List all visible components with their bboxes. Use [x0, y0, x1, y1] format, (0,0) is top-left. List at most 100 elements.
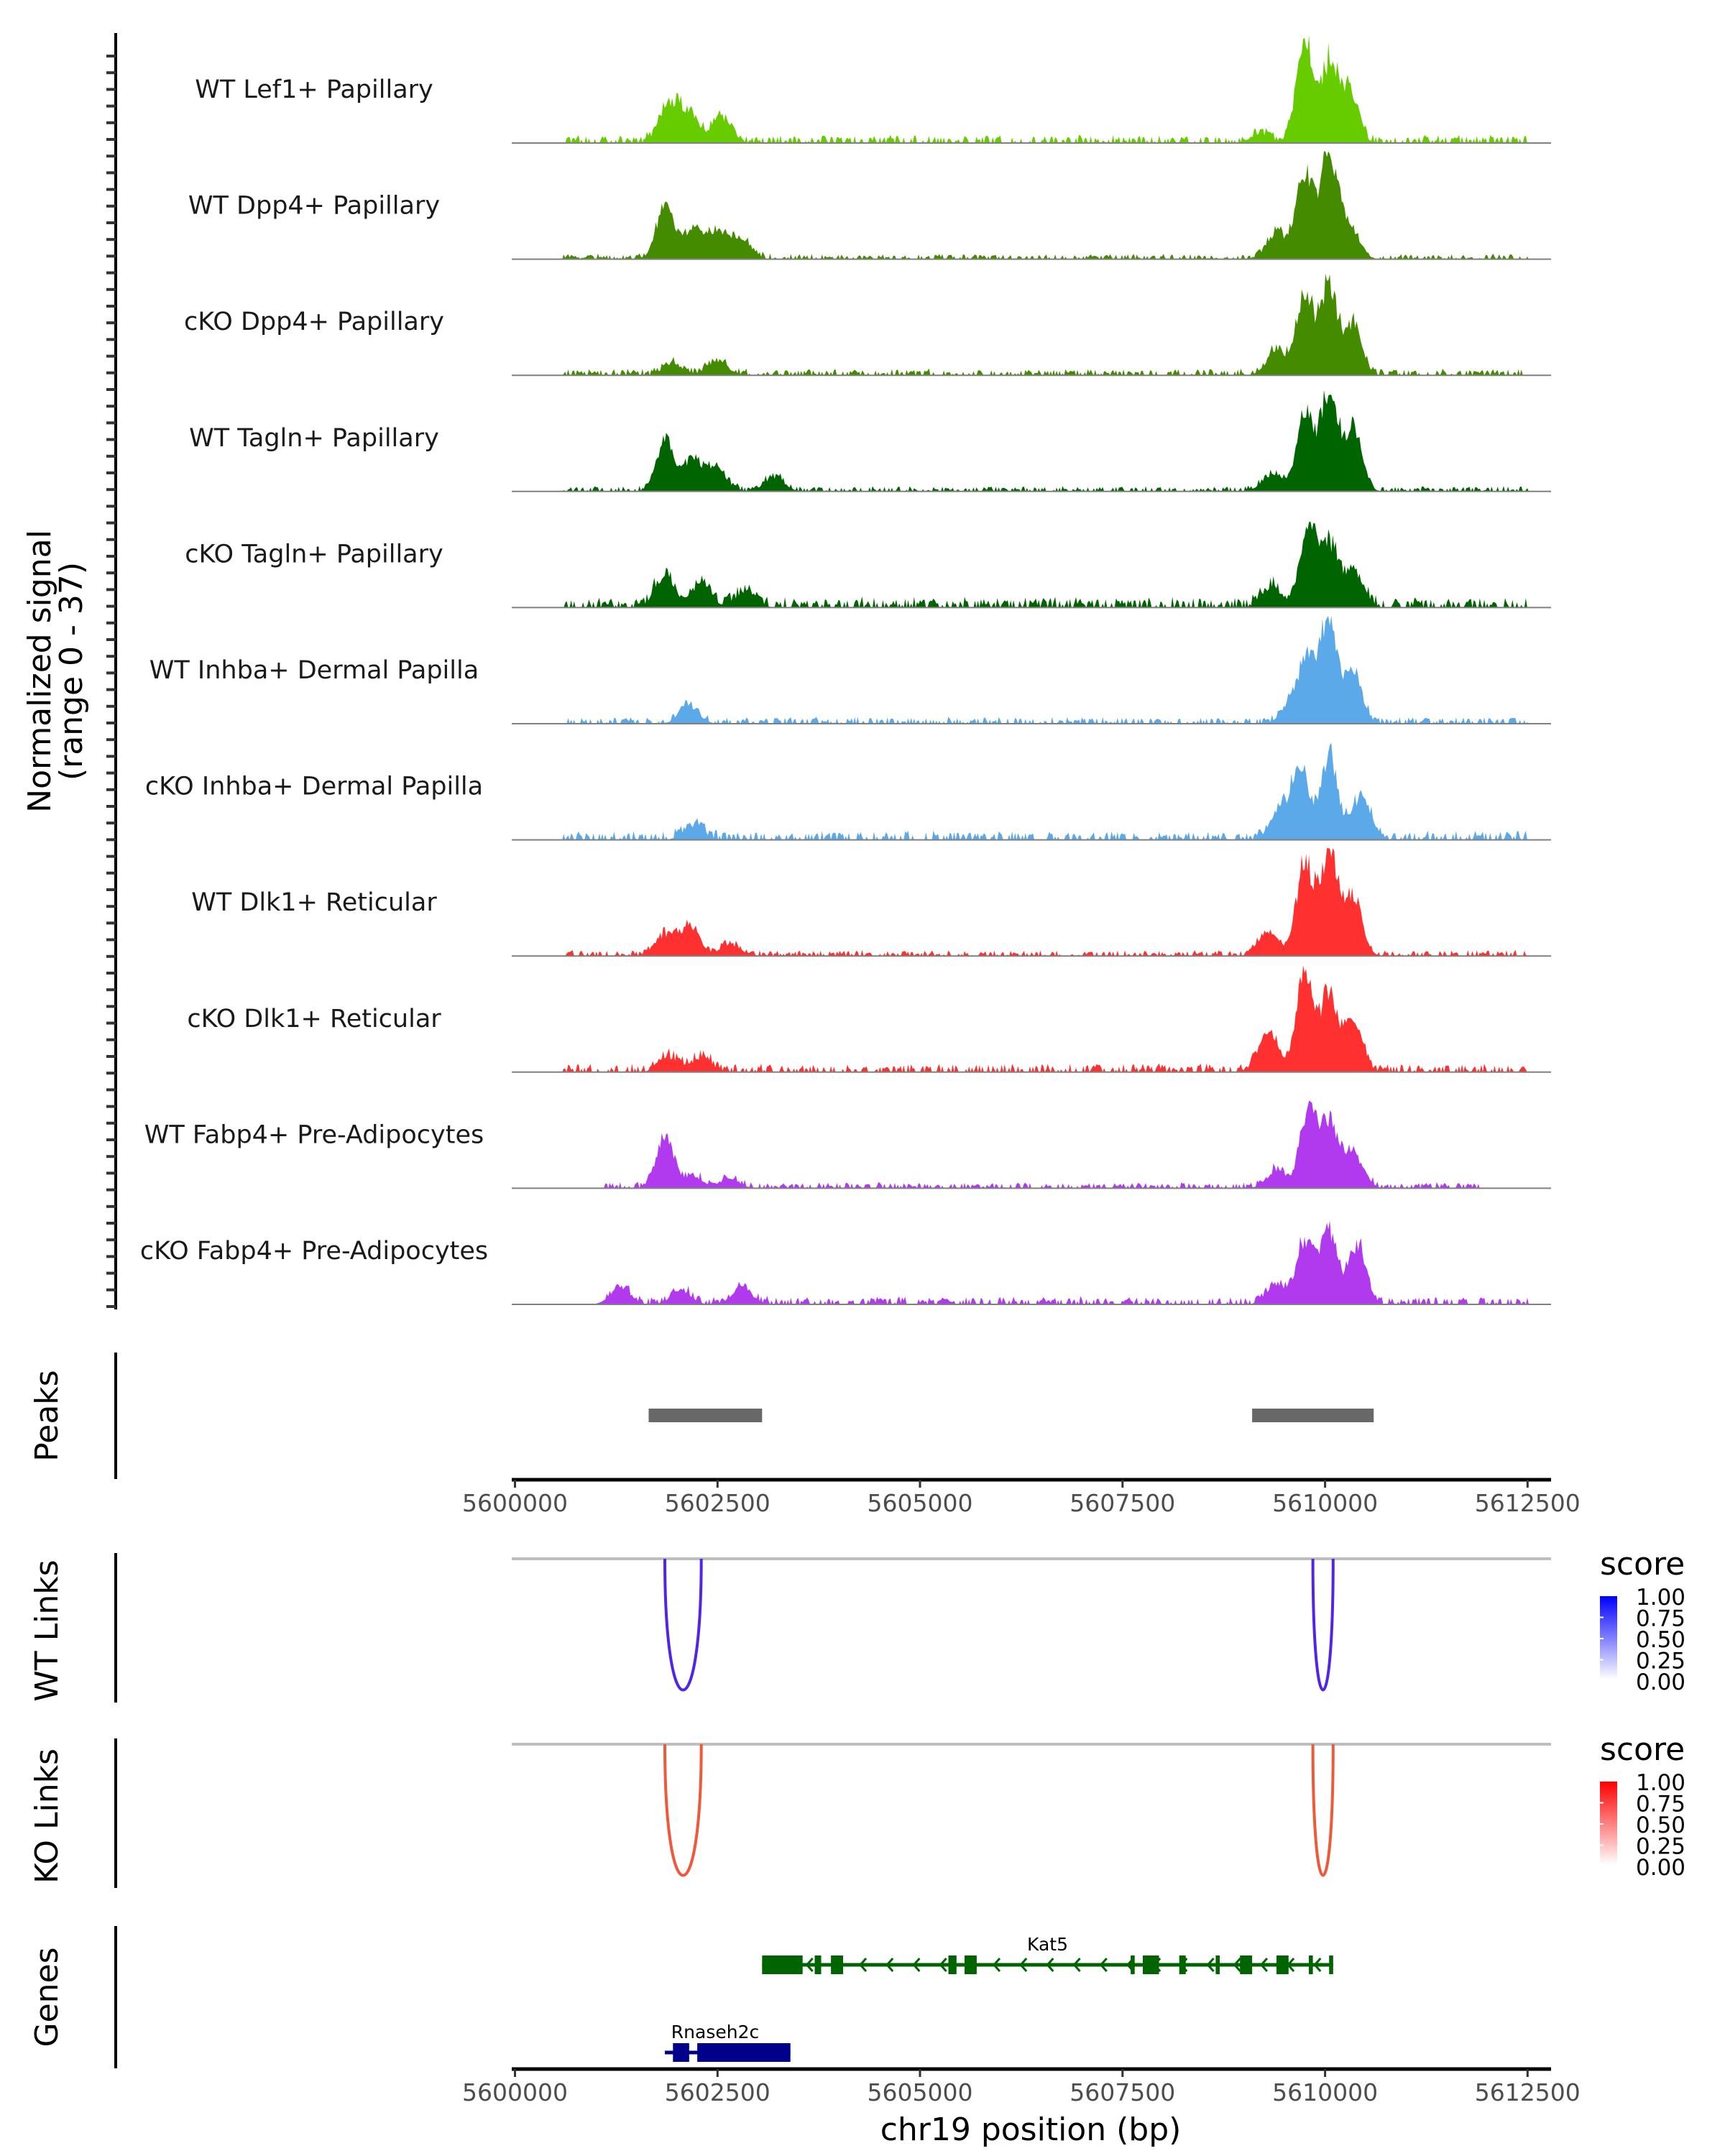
gene-exon [1179, 1955, 1186, 1974]
x-axis-top-tick-label: 5605000 [868, 1489, 973, 1517]
gene-label: Rnaseh2c [671, 2022, 759, 2042]
coverage-track-label: WT Inhba+ Dermal Papilla [150, 656, 479, 685]
strand-arrow-icon [1206, 1958, 1215, 1972]
x-axis-bottom-tick-label: 5610000 [1272, 2078, 1378, 2106]
coverage-track: cKO Dpp4+ Papillary [184, 273, 1551, 377]
x-axis-bottom-tick-label: 5605000 [868, 2078, 973, 2106]
link-arc [1311, 1743, 1335, 1877]
coverage-area [512, 273, 1551, 376]
coverage-track: WT Dlk1+ Reticular [191, 848, 1551, 957]
coverage-track: cKO Dlk1+ Reticular [187, 965, 1551, 1073]
gene-exon [965, 1955, 977, 1974]
coverage-track: cKO Inhba+ Dermal Papilla [145, 743, 1551, 841]
strand-arrow-icon [859, 1958, 868, 1972]
gene-rnaseh2c: Rnaseh2c [665, 2022, 791, 2062]
legend-label: 0.75 [1636, 1606, 1685, 1632]
x-axis-top: 5600000 5602500 5605000 5607500 5610000 56125… [462, 1478, 1581, 1517]
gene-exon [1329, 1955, 1333, 1974]
legend-title: score [1600, 1546, 1685, 1583]
legend-label: 0.75 [1636, 1792, 1685, 1818]
strand-arrow-icon [1313, 1958, 1322, 1972]
peak-regions [648, 1409, 1374, 1422]
coverage-track-label: cKO Dlk1+ Reticular [187, 1005, 441, 1033]
gene-exon [1131, 1955, 1135, 1974]
legend-label: 0.50 [1636, 1812, 1685, 1838]
x-axis-top-tick-label: 5607500 [1070, 1489, 1175, 1517]
peaks-panel: Peaks 5600000 5602500 5605000 5607500 561000… [29, 1353, 1581, 1517]
coverage-area [512, 1220, 1551, 1304]
link-arc [663, 1558, 703, 1692]
gene-exon [814, 1955, 822, 1974]
strand-arrow-icon [912, 1958, 921, 1972]
coverage-y-axis-title: Normalized signal [22, 530, 58, 813]
coverage-track: WT Inhba+ Dermal Papilla [150, 616, 1551, 724]
strand-arrow-icon [805, 1958, 814, 1972]
genes-track-label: Genes [29, 1947, 65, 2047]
peaks-track-label: Peaks [29, 1370, 65, 1461]
coverage-track: WT Fabp4+ Pre-Adipocytes [144, 1100, 1551, 1189]
legend-title: score [1600, 1731, 1685, 1768]
gene-exon [673, 2043, 689, 2062]
genes-panel: Genes Kat5 Rnaseh2c 5600000 5602500 5605000… [29, 1926, 1581, 2148]
peak-region [1252, 1409, 1374, 1422]
coverage-track: WT Lef1+ Papillary [195, 35, 1551, 144]
strand-arrow-icon [992, 1958, 1001, 1972]
x-axis-bottom-tick-label: 5600000 [462, 2078, 568, 2106]
coverage-track-label: WT Dlk1+ Reticular [191, 888, 437, 917]
strand-arrow-icon [886, 1958, 894, 1972]
x-axis-bottom: 5600000 5602500 5605000 5607500 5610000 56125… [462, 2067, 1581, 2106]
gene-models: Kat5 Rnaseh2c [665, 1934, 1333, 2062]
gene-kat5: Kat5 [762, 1934, 1333, 1974]
peak-region [648, 1409, 763, 1422]
gene-exon [1276, 1955, 1289, 1974]
gene-exon [1240, 1955, 1253, 1974]
coverage-y-axis: Normalized signal (range 0 - 37) [22, 33, 117, 1309]
links-track-label: KO Links [29, 1749, 65, 1884]
strand-arrow-icon [1046, 1958, 1054, 1972]
link-arc [1311, 1558, 1335, 1692]
coverage-area [512, 151, 1551, 259]
coverage-track-label: cKO Tagln+ Papillary [185, 540, 443, 568]
x-axis-bottom-tick-label: 5607500 [1070, 2078, 1175, 2106]
x-axis-top-tick-label: 5600000 [462, 1489, 568, 1517]
strand-arrow-icon [1233, 1958, 1241, 1972]
gene-exon [1215, 1955, 1220, 1974]
coverage-area [512, 35, 1551, 143]
legend-label: 0.00 [1636, 1855, 1685, 1881]
coverage-area [512, 965, 1551, 1072]
coverage-area [512, 1100, 1551, 1189]
coverage-track-label: WT Lef1+ Papillary [195, 75, 433, 104]
coverage-area [512, 522, 1551, 608]
coverage-area [512, 616, 1551, 724]
strand-arrow-icon [1259, 1958, 1269, 1972]
x-axis-top-tick-label: 5612500 [1475, 1489, 1581, 1517]
x-axis-top-tick-label: 5610000 [1272, 1489, 1378, 1517]
x-axis-top-tick-label: 5602500 [665, 1489, 770, 1517]
coverage-track-label: cKO Fabp4+ Pre-Adipocytes [140, 1237, 488, 1266]
x-axis-title: chr19 position (bp) [880, 2111, 1182, 2148]
coverage-track: WT Dpp4+ Papillary [188, 151, 1551, 260]
coverage-track-label: WT Fabp4+ Pre-Adipocytes [144, 1120, 484, 1149]
gene-exon [1143, 1955, 1159, 1974]
gene-exon [948, 1955, 957, 1974]
coverage-track: cKO Tagln+ Papillary [185, 522, 1551, 609]
strand-arrow-icon [1099, 1958, 1108, 1972]
coverage-track-label: cKO Dpp4+ Papillary [184, 308, 444, 336]
coverage-track-label: cKO Inhba+ Dermal Papilla [145, 773, 483, 801]
coverage-track: WT Tagln+ Papillary [189, 390, 1551, 492]
strand-arrow-icon [939, 1958, 947, 1972]
link-arc [663, 1743, 703, 1877]
legend-label: 1.00 [1636, 1585, 1685, 1611]
legend-label: 0.25 [1636, 1649, 1685, 1674]
strand-arrow-icon [1019, 1958, 1028, 1972]
coverage-area [512, 848, 1551, 957]
coverage-y-ticks [106, 55, 116, 1308]
coverage-tracks: WT Lef1+ Papillary WT Dpp4+ Papillary cKO … [140, 35, 1551, 1305]
gene-exon [697, 2043, 791, 2062]
gene-exon [762, 1955, 803, 1974]
strand-arrow-icon [1072, 1958, 1081, 1972]
